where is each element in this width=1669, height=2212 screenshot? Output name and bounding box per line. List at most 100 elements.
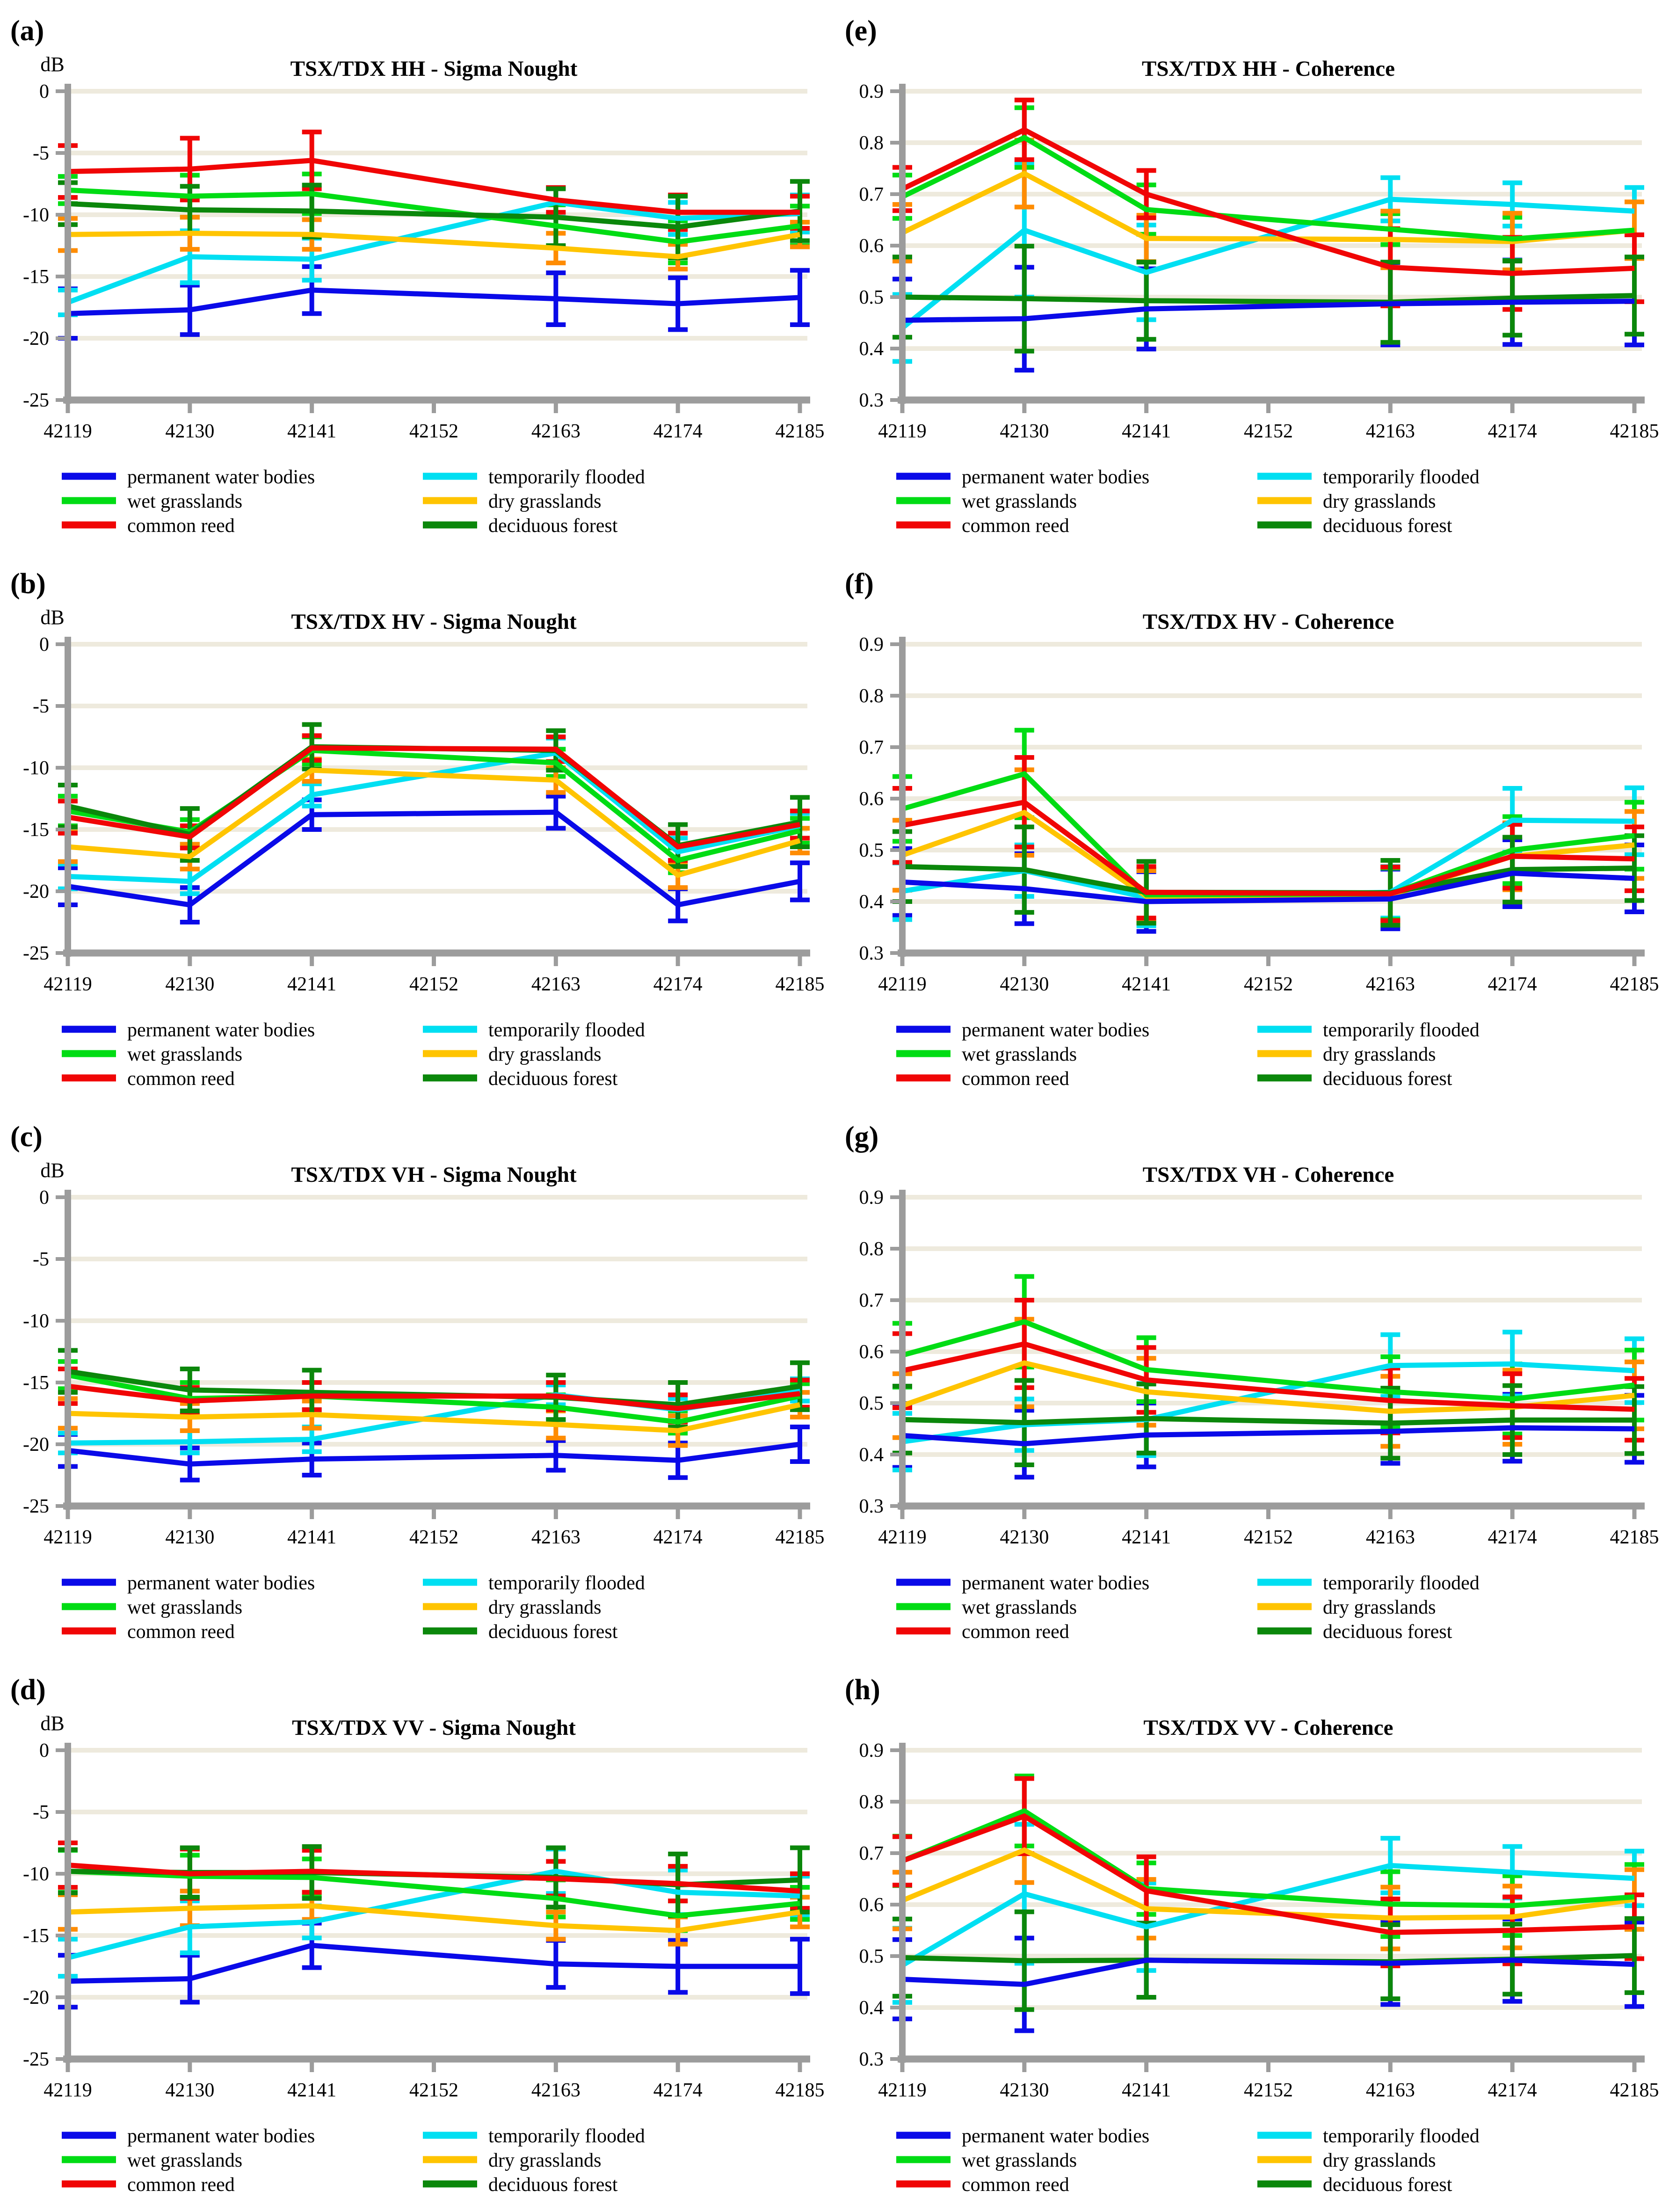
- series-line-a-1: [67, 200, 800, 305]
- panel-letter: (h): [845, 1674, 880, 1706]
- x-tick-label: 42185: [1610, 974, 1659, 995]
- series-line-e-5: [902, 293, 1635, 305]
- x-tick-label: 42152: [409, 1527, 458, 1548]
- x-tick-label: 42163: [531, 2080, 581, 2101]
- chart-a: 0 -5 -10 -15 -20 -25 42119 42130 42141 42152 42163…: [10, 15, 825, 537]
- chart-title: TSX/TDX VV - Sigma Nought: [292, 1716, 576, 1740]
- legend-label: permanent water bodies: [962, 1019, 1149, 1041]
- legend-label: temporarily flooded: [488, 2125, 645, 2147]
- series-line-a-0: [67, 287, 800, 316]
- panel-g: 0.9 0.8 0.7 0.6 0.5 0.4 0.3 42119 42130 42141 4215…: [834, 1106, 1669, 1659]
- x-tick-label: 42119: [878, 1527, 926, 1548]
- x-tick-label: 42185: [776, 421, 825, 442]
- legend-label: dry grasslands: [488, 2150, 601, 2171]
- x-tick-label: 42174: [653, 974, 703, 995]
- x-tick-label: 42141: [1122, 2080, 1171, 2101]
- panel-c: 0 -5 -10 -15 -20 -25 42119 42130 42141 42152 42163…: [0, 1106, 834, 1659]
- y-tick-label: -15: [23, 819, 49, 841]
- x-tick-label: 42130: [1000, 1527, 1049, 1548]
- legend-label: permanent water bodies: [962, 1572, 1149, 1594]
- series-line-f-4: [901, 799, 1635, 897]
- series-line-a-5: [67, 201, 800, 230]
- y-tick-label: -5: [33, 1802, 49, 1823]
- x-tick-label: 42152: [1244, 2080, 1293, 2101]
- y-tick-label: 0.7: [859, 1843, 884, 1864]
- legend-label: common reed: [962, 515, 1069, 537]
- legend-label: temporarily flooded: [1323, 1572, 1480, 1594]
- legend-label: common reed: [127, 2174, 235, 2196]
- x-tick-label: 42152: [409, 2080, 458, 2101]
- chart-title: TSX/TDX HV - Sigma Nought: [291, 610, 577, 634]
- y-tick-label: -20: [23, 1434, 49, 1455]
- series-line-h-3: [901, 1847, 1635, 1921]
- x-tick-label: 42119: [878, 421, 926, 442]
- x-tick-label: 42185: [1610, 1527, 1659, 1548]
- y-tick-label: 0.6: [859, 1341, 884, 1363]
- y-tick-label: -10: [23, 204, 49, 226]
- panel-e: 0.9 0.8 0.7 0.6 0.5 0.4 0.3 42119 42130 42141 4215…: [834, 0, 1669, 553]
- y-tick-label: 0.8: [859, 685, 884, 707]
- legend-label: dry grasslands: [1323, 1044, 1436, 1065]
- y-tick-label: 0.5: [859, 1393, 884, 1414]
- y-tick-label: 0.6: [859, 788, 884, 810]
- chart-title: TSX/TDX VH - Coherence: [1143, 1163, 1394, 1187]
- series-line-b-1: [67, 750, 801, 884]
- y-tick-label: -20: [23, 1987, 49, 2008]
- x-tick-label: 42163: [531, 1527, 581, 1548]
- legend-label: dry grasslands: [488, 1597, 601, 1618]
- legend-label: wet grasslands: [127, 1044, 242, 1065]
- y-tick-label: 0.5: [859, 840, 884, 861]
- x-tick-label: 42163: [531, 974, 581, 995]
- legend-label: permanent water bodies: [127, 1572, 315, 1594]
- y-tick-label: 0.3: [859, 2049, 884, 2070]
- series-line-d-1: [67, 1869, 800, 1960]
- series-line-e-2: [901, 134, 1635, 242]
- legend-label: dry grasslands: [1323, 491, 1436, 512]
- x-tick-label: 42119: [44, 2080, 92, 2101]
- series-line-c-4: [67, 1383, 800, 1411]
- legend-label: temporarily flooded: [1323, 2125, 1480, 2147]
- legend-label: wet grasslands: [127, 1597, 242, 1618]
- legend-label: temporarily flooded: [1323, 1019, 1480, 1041]
- legend-label: common reed: [127, 515, 235, 537]
- panel-a: 0 -5 -10 -15 -20 -25 42119 42130 42141 42152 42163…: [0, 0, 834, 553]
- y-tick-label: -25: [23, 390, 49, 411]
- x-tick-label: 42163: [1366, 974, 1415, 995]
- y-tick-label: -25: [23, 2049, 49, 2070]
- series-line-d-2: [67, 1869, 800, 1919]
- chart-title: TSX/TDX HV - Coherence: [1143, 610, 1394, 634]
- x-tick-label: 42174: [653, 2080, 703, 2101]
- series-line-g-5: [902, 1416, 1634, 1426]
- panel-d: 0 -5 -10 -15 -20 -25 42119 42130 42141 42152 42163…: [0, 1659, 834, 2212]
- series-line-e-0: [902, 298, 1635, 323]
- y-tick-label: -5: [33, 1249, 49, 1270]
- panel-letter: (b): [10, 568, 46, 600]
- panel-letter: (f): [845, 568, 874, 600]
- x-tick-label: 42141: [287, 2080, 336, 2101]
- x-tick-label: 42185: [776, 2080, 825, 2101]
- x-tick-label: 42152: [1244, 974, 1293, 995]
- x-tick-label: 42130: [165, 2080, 214, 2101]
- x-tick-label: 42185: [776, 974, 825, 995]
- series-line-h-2: [901, 1808, 1635, 1908]
- x-tick-label: 42119: [878, 2080, 926, 2101]
- series-line-h-0: [902, 1957, 1635, 1987]
- x-tick-label: 42152: [409, 421, 458, 442]
- y-tick-label: 0.7: [859, 184, 884, 205]
- legend-label: dry grasslands: [1323, 1597, 1436, 1618]
- panel-f: 0.9 0.8 0.7 0.6 0.5 0.4 0.3 42119 42130 42141 4215…: [834, 553, 1669, 1106]
- y-tick-label: 0: [39, 634, 49, 655]
- series-line-d-3: [67, 1903, 800, 1933]
- y-axis-unit-label: dB: [40, 606, 64, 629]
- x-tick-label: 42152: [1244, 1527, 1293, 1548]
- x-tick-label: 42119: [878, 974, 926, 995]
- legend-label: common reed: [127, 1621, 235, 1643]
- panel-letter: (c): [10, 1121, 43, 1153]
- y-tick-label: 0: [39, 1187, 49, 1208]
- legend-label: deciduous forest: [488, 1621, 618, 1643]
- x-tick-label: 42163: [531, 421, 581, 442]
- x-tick-label: 42141: [1122, 421, 1171, 442]
- series-line-g-4: [901, 1341, 1635, 1412]
- y-tick-label: 0.3: [859, 1496, 884, 1517]
- legend-label: common reed: [962, 1068, 1069, 1090]
